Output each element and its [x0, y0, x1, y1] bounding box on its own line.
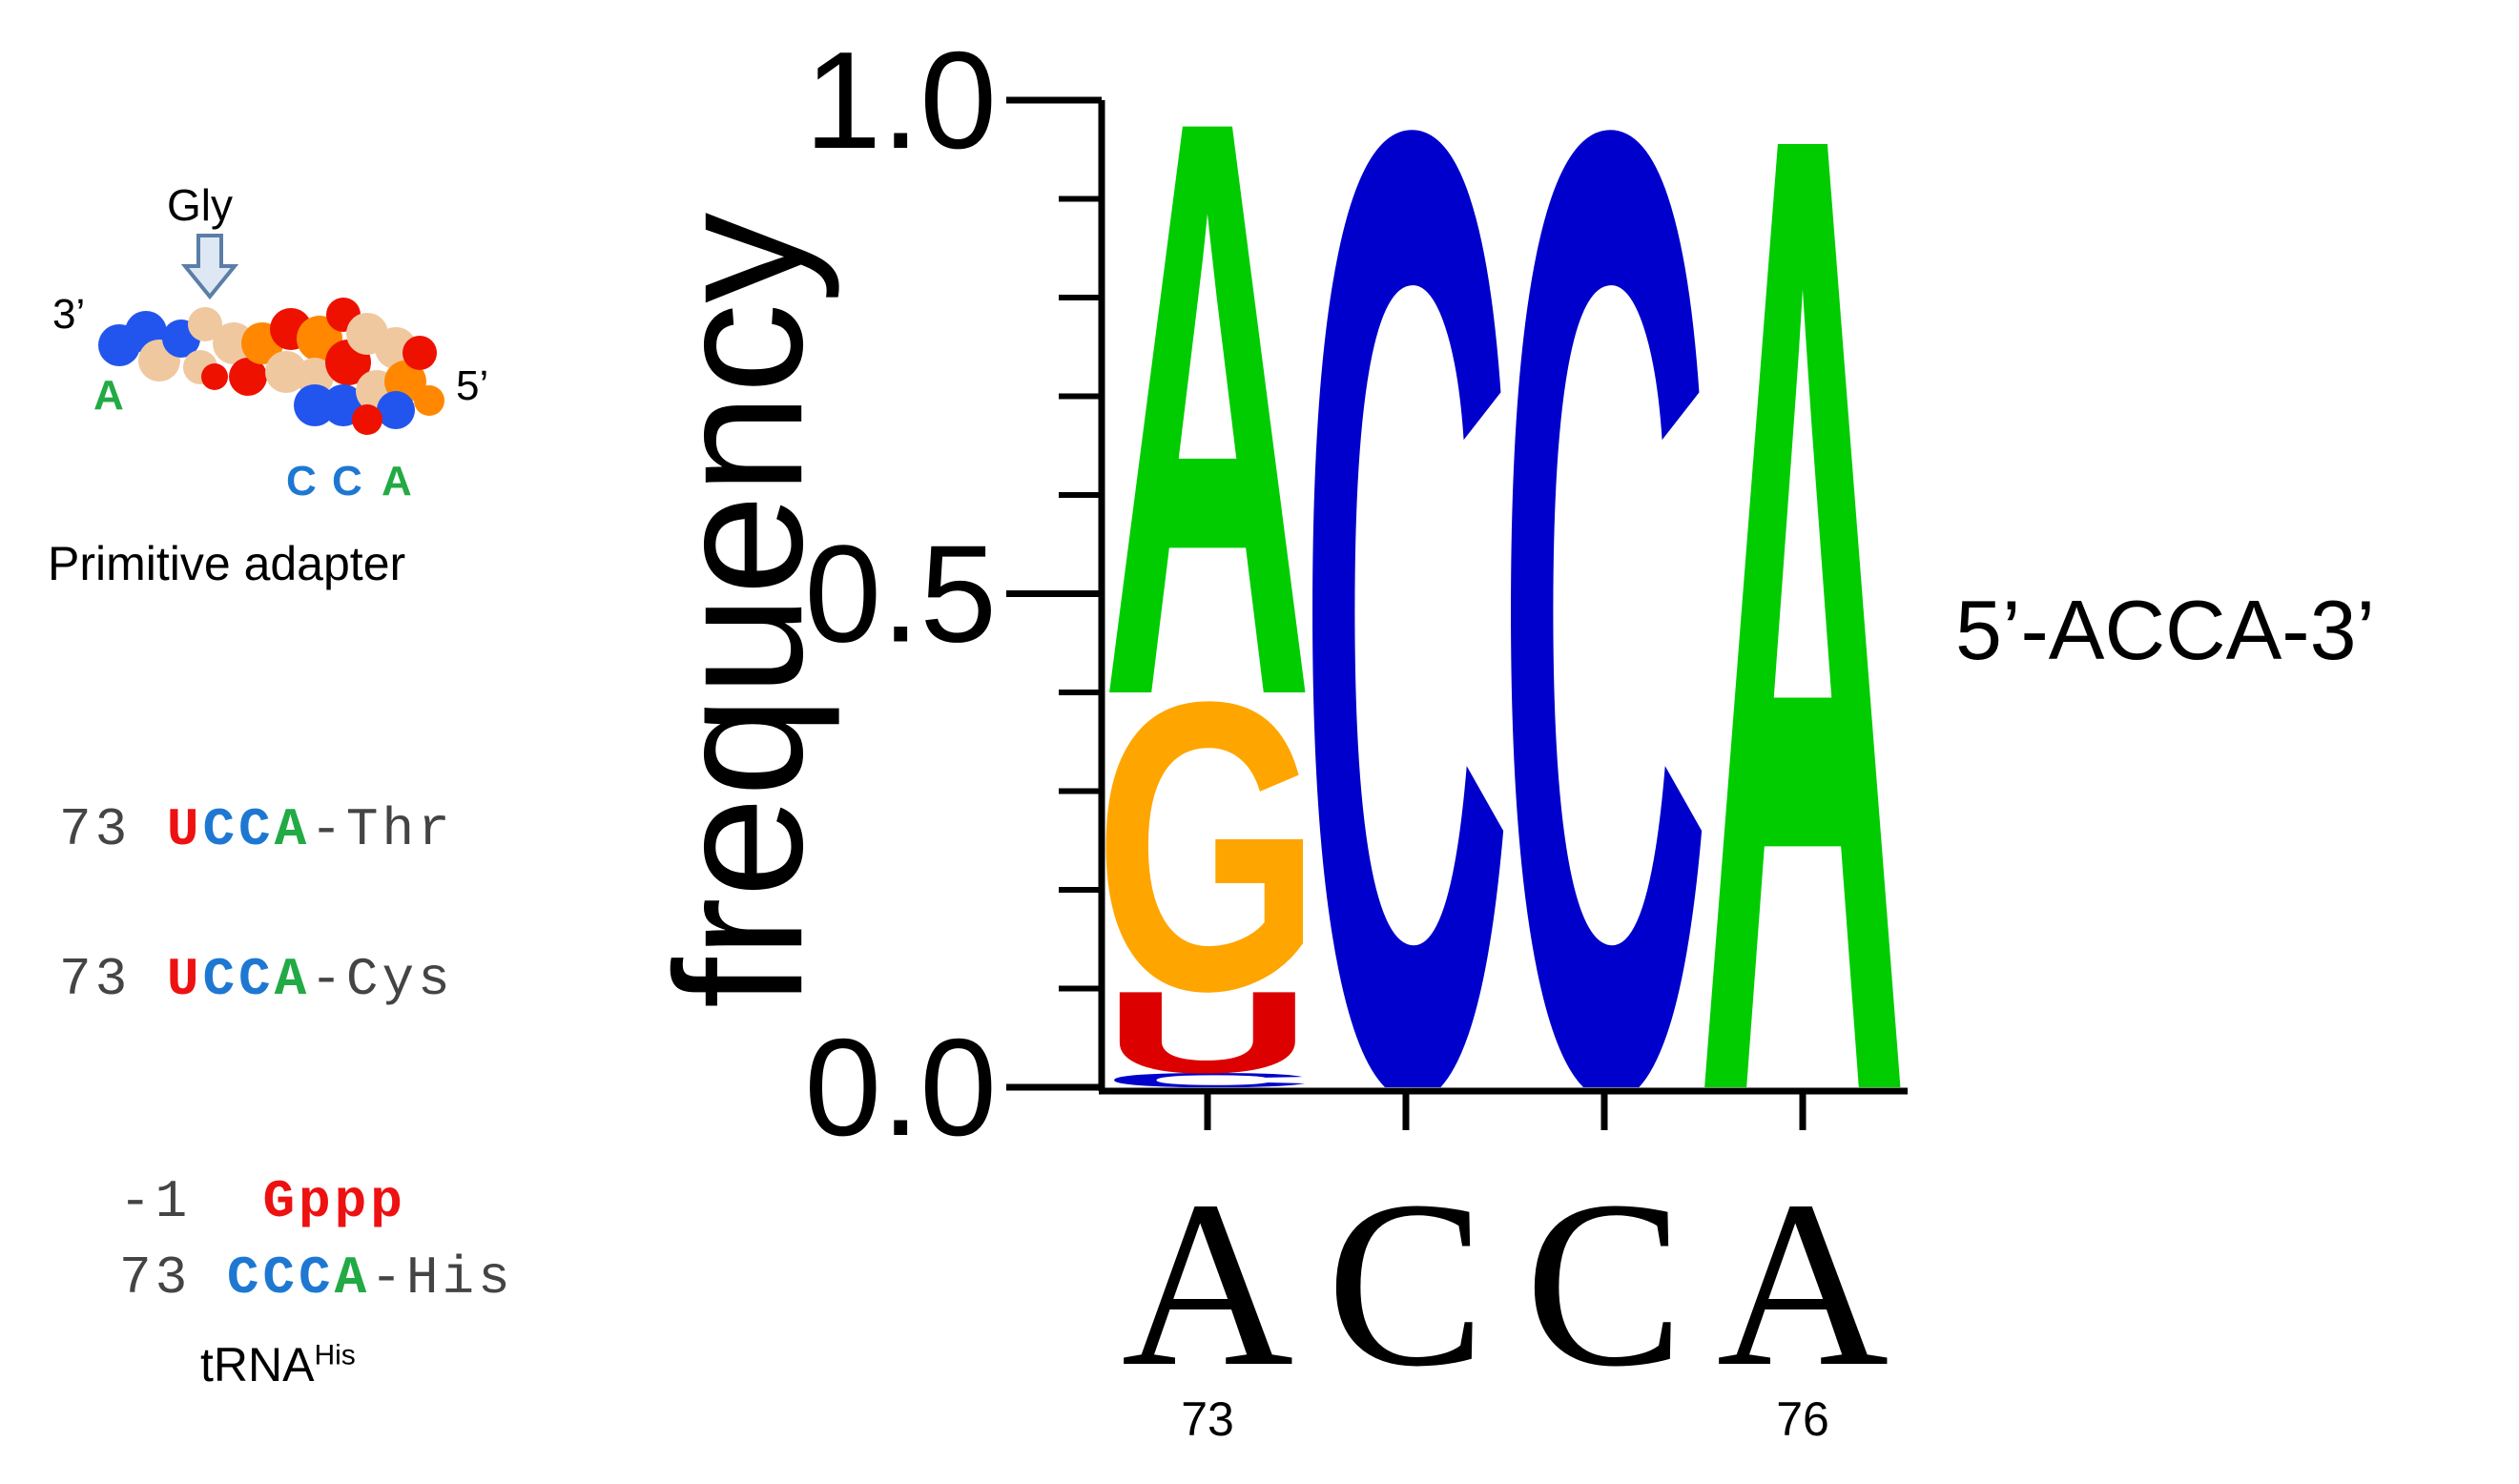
logo-letter-U: U: [1102, 967, 1312, 1097]
position-index-label: 76: [1776, 1392, 1829, 1446]
thr-sequence-line: 73 UCCA-Thr: [59, 799, 454, 860]
y-tick-label: 1.0: [804, 23, 997, 177]
his-tail: -His: [370, 1247, 514, 1309]
his-num: 73: [119, 1247, 192, 1309]
five-prime-label: 5’: [456, 362, 489, 409]
thr-a: A: [274, 799, 311, 860]
logo-letter-G: G: [1094, 617, 1321, 1077]
thr-tail: -Thr: [310, 799, 454, 860]
logo-letter-C: C: [1300, 0, 1511, 1379]
cca-a-label: A: [382, 458, 412, 505]
y-axis-label: frequency: [638, 213, 840, 1008]
down-arrow-icon: [181, 234, 238, 300]
base-a-label: A: [93, 372, 124, 419]
his-sequence-line: 73 CCCA-His: [119, 1247, 514, 1309]
consensus-letter: A: [1122, 1152, 1294, 1416]
consensus-letter: A: [1717, 1152, 1889, 1416]
cca-c2-label: C: [332, 458, 362, 505]
cys-sequence-line: 73 UCCA-Cys: [59, 949, 454, 1010]
logo-letter-C: C: [1498, 0, 1709, 1379]
his-m1-num: -1: [119, 1171, 192, 1232]
trna-his-label: tRNAHis: [200, 1337, 356, 1392]
thr-num: 73: [59, 799, 132, 860]
his-m1-sequence-line: -1 Gppp: [119, 1171, 406, 1232]
adapter-caption: Primitive adapter: [48, 537, 406, 590]
cys-a: A: [274, 949, 311, 1010]
cca-c1-label: C: [286, 458, 317, 505]
his-ccc: CCC: [226, 1247, 335, 1309]
thr-u: U: [166, 799, 203, 860]
sequence-summary-label: 5’-ACCA-3’: [1955, 583, 2376, 677]
trna-main: tRNA: [200, 1338, 315, 1391]
logo-letter-A: A: [1102, 0, 1312, 868]
adapter-molecule-icon: [98, 298, 444, 435]
logo-letter-A: A: [1697, 0, 1908, 1379]
trna-sup: His: [314, 1339, 356, 1371]
gly-label: Gly: [167, 180, 233, 230]
cys-cc: CC: [202, 949, 275, 1010]
his-a: A: [334, 1247, 371, 1309]
logo-letter-C: C: [1102, 1069, 1312, 1092]
y-tick-label: 0.0: [804, 1010, 997, 1165]
y-tick-label: 0.5: [804, 517, 997, 671]
three-prime-label: 3’: [52, 291, 86, 338]
consensus-letter: C: [1525, 1152, 1684, 1416]
his-gppp: Gppp: [262, 1171, 406, 1232]
thr-cc: CC: [202, 799, 275, 860]
cys-tail: -Cys: [310, 949, 454, 1010]
consensus-letter: C: [1327, 1152, 1486, 1416]
cys-u: U: [166, 949, 203, 1010]
position-index-label: 73: [1181, 1392, 1234, 1446]
cys-num: 73: [59, 949, 132, 1010]
